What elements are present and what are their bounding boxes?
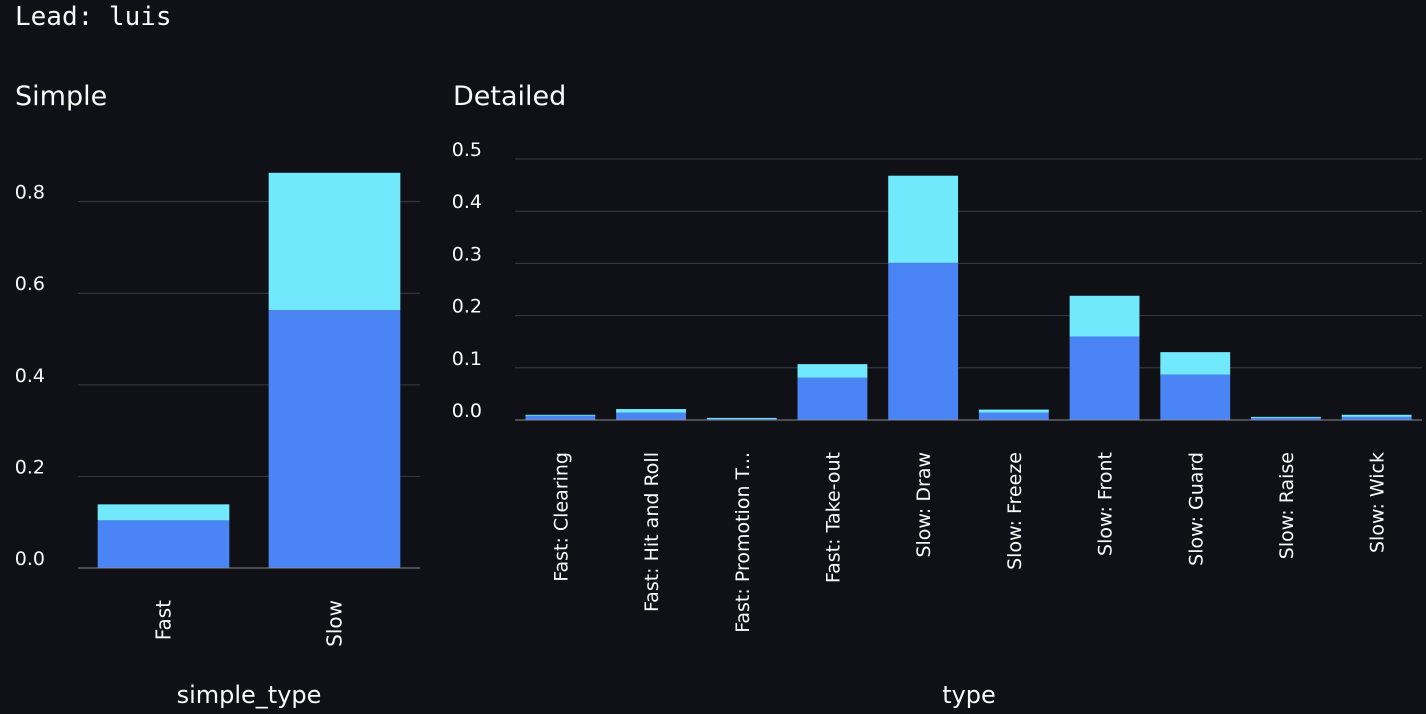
- simple-chart-title: Simple: [15, 81, 108, 112]
- simple-ytick-label: 0.4: [15, 365, 45, 387]
- simple-bar-segment: [97, 504, 230, 521]
- simple-ytick-label: 0.0: [15, 548, 45, 570]
- simple-ytick-label: 0.8: [15, 182, 45, 204]
- simple-x-axis-title: simple_type: [177, 681, 322, 709]
- simple-ytick-label: 0.6: [15, 273, 45, 295]
- simple-bar-segment: [97, 520, 230, 568]
- simple-ytick-label: 0.2: [15, 456, 45, 478]
- detailed-chart-title: Detailed: [453, 81, 567, 112]
- simple-category-label: Slow: [323, 600, 347, 647]
- simple-category-label: Fast: [152, 600, 176, 640]
- simple-bar-segment: [268, 172, 401, 311]
- simple-bar-segment: [268, 310, 401, 568]
- lead-label: Lead: luis: [15, 2, 172, 32]
